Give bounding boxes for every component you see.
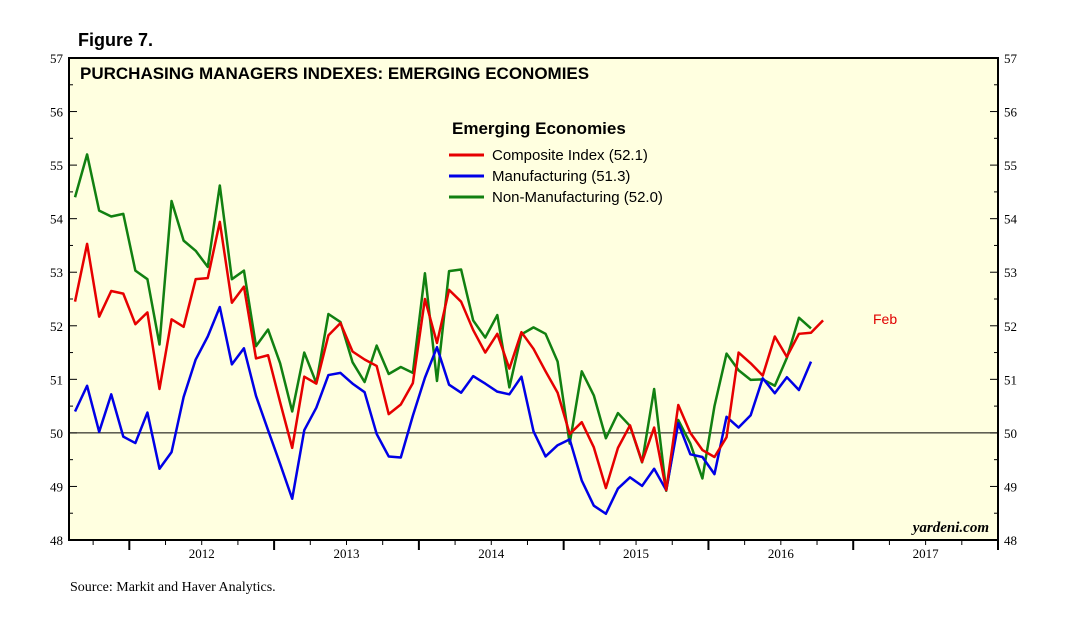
y-tick-label-left: 56 xyxy=(50,105,64,120)
legend-entry-non-manufacturing: Non-Manufacturing (52.0) xyxy=(492,189,663,206)
x-tick-label: 2012 xyxy=(189,546,215,561)
x-tick-label: 2014 xyxy=(478,546,505,561)
y-tick-label-right: 57 xyxy=(1004,51,1018,66)
y-tick-label-right: 48 xyxy=(1004,533,1017,548)
y-tick-label-left: 54 xyxy=(50,212,64,227)
legend-entry-composite: Composite Index (52.1) xyxy=(492,147,648,164)
brand-watermark: yardeni.com xyxy=(911,520,989,536)
pmi-chart: 48 48 49 49 50 50 51 51 52 52 53 53 54 54 55 55 56 56 57 57… xyxy=(50,51,1018,561)
x-tick-label: 2013 xyxy=(333,546,359,561)
series-line-non-manufacturing xyxy=(73,153,812,492)
source-note: Source: Markit and Haver Analytics. xyxy=(70,580,276,595)
y-tick-label-right: 55 xyxy=(1004,158,1017,173)
series-layer xyxy=(73,153,824,516)
x-tick-label: 2017 xyxy=(913,546,940,561)
y-tick-label-left: 49 xyxy=(50,479,63,494)
y-tick-label-right: 53 xyxy=(1004,265,1017,280)
y-tick-label-left: 50 xyxy=(50,426,63,441)
y-tick-label-right: 52 xyxy=(1004,319,1017,334)
x-tick-label: 2015 xyxy=(623,546,649,561)
y-tick-label-right: 54 xyxy=(1004,212,1018,227)
y-tick-label-right: 49 xyxy=(1004,479,1017,494)
chart-title: PURCHASING MANAGERS INDEXES: EMERGING EC… xyxy=(80,64,589,83)
y-tick-label-left: 48 xyxy=(50,533,63,548)
series-line-composite-index xyxy=(73,220,824,492)
legend-entry-manufacturing: Manufacturing (51.3) xyxy=(492,168,630,185)
x-tick-label: 2016 xyxy=(768,546,795,561)
y-tick-label-left: 57 xyxy=(50,51,64,66)
feb-annotation: Feb xyxy=(873,311,897,327)
y-tick-label-right: 50 xyxy=(1004,426,1017,441)
y-tick-label-left: 52 xyxy=(50,319,63,334)
y-tick-label-left: 53 xyxy=(50,265,63,280)
y-tick-label-right: 56 xyxy=(1004,105,1018,120)
y-tick-label-left: 51 xyxy=(50,372,63,387)
y-tick-label-left: 55 xyxy=(50,158,63,173)
series-line-manufacturing xyxy=(73,305,813,516)
figure-label: Figure 7. xyxy=(78,30,154,50)
y-tick-label-right: 51 xyxy=(1004,372,1017,387)
axis-layer: 48 48 49 49 50 50 51 51 52 52 53 53 54 54 55 55 56 56 57 57… xyxy=(50,51,1018,561)
plot-background xyxy=(69,58,998,540)
legend-title: Emerging Economies xyxy=(452,119,626,138)
